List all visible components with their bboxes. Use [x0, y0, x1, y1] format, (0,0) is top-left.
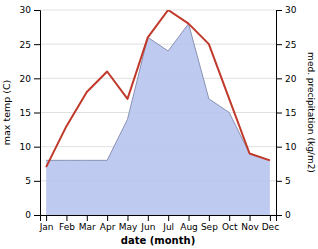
- tick: 10: [276, 142, 297, 152]
- tick-mark: [276, 78, 282, 79]
- tick-mark: [270, 215, 271, 221]
- tick-mark: [66, 215, 67, 221]
- tick-mark: [250, 215, 251, 221]
- tick-label: Nov: [241, 222, 259, 232]
- tick: Feb: [59, 215, 75, 232]
- tick: Mar: [79, 215, 96, 232]
- tick-label: 20: [20, 74, 32, 84]
- tick: 20: [20, 74, 40, 84]
- tick-label: Dec: [262, 222, 279, 232]
- tick-mark: [127, 215, 128, 221]
- tick-mark: [276, 44, 282, 45]
- tick-label: 10: [20, 142, 32, 152]
- y-axis-title: max temp (C): [1, 80, 12, 146]
- chart: Jan Feb Mar AprMayJun Jul AugSep OctNovDec 0 5 10…: [0, 0, 318, 249]
- grid-line: [40, 10, 276, 11]
- tick: 20: [276, 74, 297, 84]
- tick: 25: [276, 40, 296, 50]
- tick-mark: [34, 215, 40, 216]
- tick-mark: [107, 215, 108, 221]
- tick-label: 5: [25, 176, 31, 186]
- plot-area: Jan Feb Mar AprMayJun Jul AugSep OctNovDec 0 5 10…: [1, 5, 316, 246]
- tick-mark: [34, 78, 40, 79]
- axis-domain: [41, 216, 277, 222]
- tick-mark: [276, 10, 282, 11]
- tick: 0: [276, 210, 291, 220]
- tick: Jun: [140, 215, 155, 232]
- tick: 30: [276, 5, 297, 15]
- tick-mark: [276, 181, 282, 182]
- tick-label: 20: [285, 74, 297, 84]
- tick: May: [119, 215, 138, 232]
- tick-label: 5: [285, 176, 291, 186]
- tick: Sep: [201, 215, 218, 232]
- x-axis: Jan Feb Mar AprMayJun Jul AugSep OctNovDec: [39, 215, 279, 232]
- tick-mark: [34, 181, 40, 182]
- tick-label: 25: [20, 40, 31, 50]
- tick-mark: [229, 215, 230, 221]
- tick-mark: [87, 215, 88, 221]
- y-axis: 0 5 10 15 20 25 30: [20, 5, 41, 220]
- tick-label: 30: [20, 5, 32, 15]
- tick: Nov: [241, 215, 259, 232]
- tick-mark: [276, 215, 282, 216]
- tick-mark: [34, 147, 40, 148]
- tick-label: Mar: [79, 222, 96, 232]
- tick-label: Oct: [222, 222, 238, 232]
- y2-axis-title: med. precipitation (kg/m2): [306, 52, 316, 173]
- temperature-line: [46, 10, 270, 167]
- tick: 30: [20, 5, 40, 15]
- tick-label: Apr: [100, 222, 116, 232]
- tick-mark: [148, 215, 149, 221]
- tick-label: 15: [20, 108, 31, 118]
- tick: 5: [276, 176, 291, 186]
- tick-label: Feb: [59, 222, 75, 232]
- tick-label: 0: [285, 210, 291, 220]
- tick: 15: [20, 108, 40, 118]
- tick: Jan: [39, 215, 54, 232]
- tick-mark: [34, 44, 40, 45]
- marks: [46, 10, 270, 215]
- tick-mark: [34, 113, 40, 114]
- tick: 0: [25, 210, 40, 220]
- tick: 10: [20, 142, 40, 152]
- tick-label: Jun: [140, 222, 155, 232]
- tick-label: 25: [285, 40, 296, 50]
- tick-label: Jan: [39, 222, 54, 232]
- tick-mark: [46, 215, 47, 221]
- tick-label: 0: [25, 210, 31, 220]
- x-axis-title: date (month): [121, 235, 195, 246]
- tick: 5: [25, 176, 40, 186]
- grid: [40, 10, 276, 215]
- tick: Apr: [100, 215, 116, 232]
- tick-label: Sep: [201, 222, 218, 232]
- tick-label: Aug: [180, 222, 198, 232]
- tick: 25: [20, 40, 40, 50]
- tick-mark: [34, 10, 40, 11]
- tick: Dec: [262, 215, 279, 232]
- tick: Oct: [222, 215, 238, 232]
- y2-axis: 0 5 10 15 20 25 30: [276, 5, 297, 220]
- tick-mark: [276, 113, 282, 114]
- tick-mark: [189, 215, 190, 221]
- tick-mark: [209, 215, 210, 221]
- tick-mark: [276, 147, 282, 148]
- tick-label: 30: [285, 5, 297, 15]
- tick-label: Jul: [162, 222, 174, 232]
- tick-mark: [168, 215, 169, 221]
- tick-label: 15: [285, 108, 296, 118]
- precipitation-edge: [46, 24, 270, 161]
- axis-domain: [277, 11, 283, 216]
- tick: Jul: [162, 215, 174, 232]
- axis-domain: [34, 11, 41, 216]
- tick: 15: [276, 108, 296, 118]
- tick: Aug: [180, 215, 198, 232]
- tick-label: 10: [285, 142, 297, 152]
- tick-label: May: [119, 222, 138, 232]
